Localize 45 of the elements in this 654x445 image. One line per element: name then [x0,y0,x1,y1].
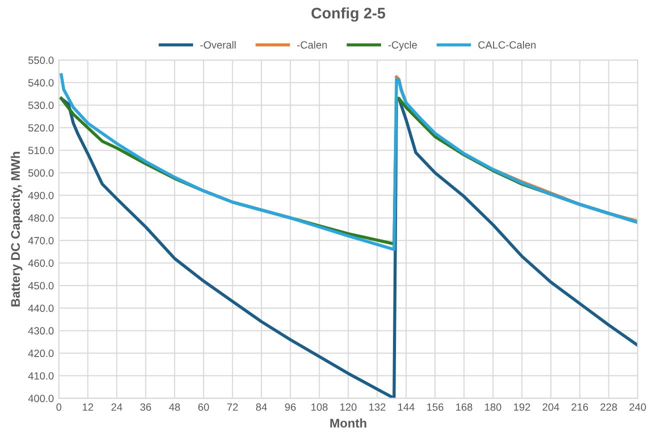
x-tick-label: 156 [427,403,444,411]
y-tick-label: 470.0 [28,236,54,244]
y-tick-label: 400.0 [28,394,54,402]
y-tick-label: 540.0 [28,79,54,86]
line-series [60,73,638,251]
x-tick-label: 204 [542,403,560,411]
x-axis-title: Month [330,418,366,428]
x-tick-label: 120 [340,403,357,411]
y-tick-label: 510.0 [28,146,54,154]
x-tick-label: 228 [600,403,617,411]
y-axis-title: Battery DC Capacity, MWh [10,152,22,306]
y-tick-label: 410.0 [28,372,54,380]
x-tick-label: 144 [398,404,415,411]
y-tick-label: 450.0 [28,282,54,290]
x-tick-label: 12 [82,403,94,411]
y-tick-label: 440.0 [28,304,54,312]
x-tick-label: 132 [369,403,386,411]
x-tick-label: 36 [140,403,152,411]
y-tick-label: 460.0 [28,259,54,267]
x-tick-label: 96 [285,403,296,411]
x-tick-label: 0 [56,403,62,411]
y-tick-label: 520.0 [28,124,54,132]
chart-title: Config 2-5 [312,7,386,22]
legend-label: -Calen [297,40,327,49]
x-tick-label: 48 [169,403,180,411]
x-tick-label: 72 [227,403,238,411]
x-tick-label: 216 [572,403,588,411]
x-tick-label: 108 [311,403,328,411]
legend-label: -Overall [200,40,236,49]
x-tick-label: 180 [485,403,502,411]
x-tick-label: 168 [456,403,472,411]
x-tick-label: 24 [111,403,122,411]
x-tick-label: 192 [514,403,530,411]
y-tick-label: 490.0 [28,192,54,200]
y-tick-label: 420.0 [28,350,54,358]
legend-label: -Cycle [388,40,417,51]
legend-label: CALC-Calen [478,40,536,49]
y-tick-label: 550.0 [28,56,54,64]
y-tick-label: 500.0 [28,169,54,177]
x-tick-label: 240 [629,403,646,411]
y-tick-label: 430.0 [28,327,54,335]
y-tick-label: 480.0 [28,214,54,222]
x-tick-label: 84 [256,403,267,411]
y-tick-label: 530.0 [28,102,54,110]
x-tick-label: 60 [198,403,209,411]
